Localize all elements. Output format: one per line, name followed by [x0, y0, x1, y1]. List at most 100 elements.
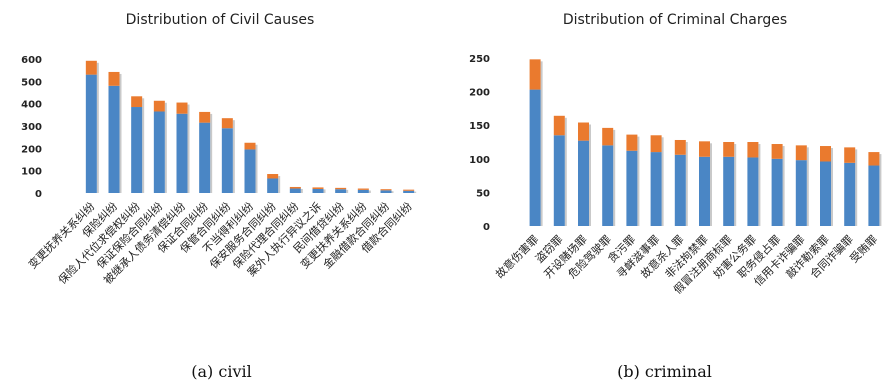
- civil-chart: Distribution of Civil Causes 0 100 200 300 40…: [21, 12, 417, 287]
- civil-bar-shadow: [187, 104, 190, 193]
- civil-chart-title: Distribution of Civil Causes: [126, 12, 315, 28]
- criminal-bar-top-6: [674, 139, 686, 155]
- criminal-bar-base-6: [674, 154, 686, 226]
- civil-bar-top-14: [403, 189, 415, 191]
- civil-bar-base-1: [108, 85, 120, 193]
- criminal-bar-shadow: [855, 149, 858, 226]
- criminal-bar-shadow: [734, 144, 737, 226]
- criminal-bar-base-5: [650, 152, 662, 226]
- criminal-bar-shadow: [879, 154, 882, 226]
- criminal-bar-shadow: [613, 129, 616, 226]
- civil-bar-top-5: [199, 111, 211, 123]
- criminal-bar-top-7: [699, 141, 710, 157]
- civil-bar-shadow: [346, 189, 349, 193]
- civil-bar-shadow: [164, 102, 167, 193]
- criminal-chart-title: Distribution of Criminal Charges: [563, 12, 787, 28]
- criminal-bar-top-4: [626, 134, 638, 151]
- criminal-bar-top-10: [771, 144, 783, 159]
- criminal-bar-base-9: [747, 157, 759, 226]
- civil-bar-top-6: [221, 118, 233, 129]
- civil-bar-top-2: [131, 96, 143, 108]
- civil-bar-shadow: [391, 191, 394, 193]
- criminal-bar-top-14: [868, 152, 880, 166]
- criminal-bar-shadow: [661, 137, 664, 226]
- criminal-bar-base-4: [626, 150, 638, 226]
- criminal-bar-top-8: [723, 142, 735, 157]
- civil-bar-shadow: [210, 113, 213, 193]
- criminal-y-tick-label: 50: [476, 188, 490, 199]
- criminal-bar-base-12: [820, 161, 831, 226]
- civil-bar-shadow: [278, 176, 281, 193]
- criminal-bar-base-8: [723, 156, 735, 226]
- civil-bar-base-3: [153, 111, 165, 193]
- civil-y-tick-label: 600: [21, 55, 42, 66]
- criminal-y-tick-label: 0: [483, 222, 490, 233]
- civil-bar-base-2: [131, 107, 143, 193]
- criminal-bar-shadow: [637, 136, 640, 226]
- criminal-bar-shadow: [589, 124, 591, 226]
- civil-bar-top-7: [244, 142, 256, 150]
- criminal-bar-shadow: [685, 141, 688, 226]
- criminal-bar-shadow: [806, 147, 809, 226]
- criminal-bar-base-0: [529, 89, 541, 226]
- caption-b: (b) criminal: [617, 362, 712, 381]
- caption-a: (a) civil: [191, 362, 252, 381]
- criminal-bar-top-3: [602, 127, 614, 146]
- civil-y-tick-label: 100: [21, 167, 42, 178]
- civil-bar-shadow: [96, 62, 99, 193]
- civil-bar-top-13: [380, 189, 392, 191]
- civil-y-tick-label: 300: [21, 122, 42, 133]
- civil-bar-top-3: [153, 100, 165, 112]
- civil-y-tick-label: 200: [21, 144, 42, 155]
- civil-bar-shadow: [232, 120, 235, 193]
- civil-bar-base-10: [312, 188, 324, 193]
- criminal-bar-base-13: [844, 162, 856, 226]
- criminal-bar-base-11: [795, 160, 807, 226]
- civil-bar-shadow: [368, 190, 371, 193]
- civil-bar-shadow: [414, 191, 417, 193]
- criminal-y-tick-label: 100: [469, 155, 490, 166]
- civil-bar-top-4: [176, 102, 188, 114]
- civil-bar-base-6: [221, 128, 233, 193]
- civil-bar-shadow: [142, 98, 145, 193]
- criminal-y-tick-label: 250: [469, 54, 490, 65]
- civil-y-tick-label: 0: [35, 189, 42, 200]
- civil-bar-base-9: [289, 188, 301, 193]
- criminal-bar-top-0: [529, 59, 541, 90]
- criminal-bar-base-10: [771, 158, 783, 226]
- criminal-bar-shadow: [710, 143, 712, 226]
- criminal-chart: Distribution of Criminal Charges 0 50 100 15…: [469, 12, 882, 297]
- civil-bar-base-5: [199, 122, 211, 193]
- civil-bar-base-4: [176, 113, 188, 193]
- criminal-bar-shadow: [831, 148, 833, 226]
- civil-bar-shadow: [300, 188, 303, 193]
- criminal-bar-top-2: [578, 122, 589, 141]
- civil-bar-shadow: [119, 73, 122, 193]
- criminal-bar-top-5: [650, 135, 662, 153]
- civil-bar-base-7: [244, 149, 256, 193]
- civil-bar-base-11: [335, 189, 347, 193]
- criminal-chart-panel: Distribution of Criminal Charges 0 50 100 15…: [443, 0, 886, 391]
- civil-bar-top-11: [335, 187, 347, 190]
- civil-chart-panel: Distribution of Civil Causes 0 100 200 300 40…: [21, 12, 417, 381]
- civil-y-tick-label: 400: [21, 100, 42, 111]
- criminal-bar-top-12: [820, 146, 831, 162]
- civil-bar-top-8: [267, 174, 279, 179]
- civil-bar-shadow: [255, 144, 258, 193]
- criminal-y-tick-label: 200: [469, 88, 490, 99]
- criminal-bar-base-7: [699, 156, 710, 226]
- criminal-bar-base-3: [602, 145, 614, 226]
- civil-bar-base-14: [403, 190, 415, 193]
- civil-bar-top-10: [312, 187, 324, 189]
- civil-bar-top-0: [85, 60, 97, 75]
- criminal-bar-top-9: [747, 142, 759, 158]
- civil-bar-shadow: [323, 189, 326, 193]
- criminal-bar-shadow: [782, 146, 785, 226]
- civil-bar-base-0: [85, 74, 97, 193]
- criminal-category-label-14: 受贿罪: [847, 233, 880, 266]
- criminal-bar-shadow: [540, 61, 543, 227]
- criminal-bar-shadow: [758, 144, 761, 226]
- criminal-bar-base-2: [578, 140, 589, 226]
- civil-y-tick-label: 500: [21, 77, 42, 88]
- criminal-bar-shadow: [564, 117, 567, 226]
